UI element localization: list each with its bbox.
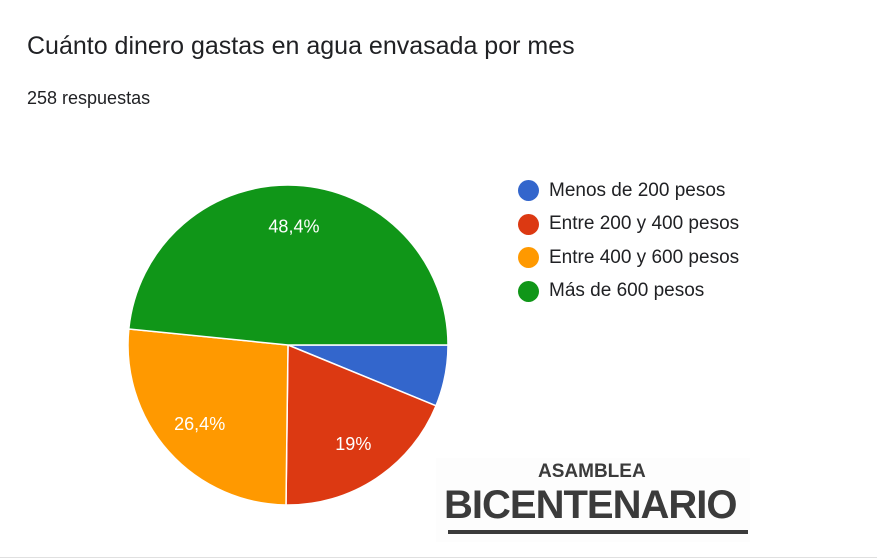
pie-slice <box>127 328 289 506</box>
legend-item: Menos de 200 pesos <box>518 174 739 208</box>
legend-swatch <box>518 280 539 302</box>
divider <box>0 557 877 558</box>
logo-bottom-text: BICENTENARIO <box>444 483 737 527</box>
response-count: 258 respuestas <box>27 88 151 108</box>
pie-slice <box>127 184 449 346</box>
asamblea-bicentenario-logo: ASAMBLEA BICENTENARIO <box>436 458 750 542</box>
slice-label: 48,4% <box>268 217 319 237</box>
legend-swatch <box>518 213 539 235</box>
chart-title: Cuánto dinero gastas en agua envasada po… <box>27 32 575 60</box>
logo-top-text: ASAMBLEA <box>538 461 646 482</box>
legend-item: Entre 200 y 400 pesos <box>518 208 739 242</box>
legend: Menos de 200 pesos Entre 200 y 400 pesos… <box>518 174 739 308</box>
legend-label: Más de 600 pesos <box>549 280 705 302</box>
logo-underline <box>448 530 748 534</box>
legend-item: Más de 600 pesos <box>518 275 739 309</box>
legend-swatch <box>518 180 539 202</box>
legend-swatch <box>518 247 539 269</box>
legend-label: Entre 400 y 600 pesos <box>549 246 740 268</box>
legend-label: Menos de 200 pesos <box>549 179 726 201</box>
slice-label: 19% <box>335 434 371 454</box>
legend-item: Entre 400 y 600 pesos <box>518 241 739 275</box>
pie-slice <box>285 343 437 506</box>
legend-label: Entre 200 y 400 pesos <box>549 213 740 235</box>
slice-label: 26,4% <box>174 414 225 434</box>
